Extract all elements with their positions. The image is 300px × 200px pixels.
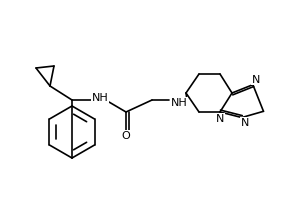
- Text: NH: NH: [92, 93, 108, 103]
- Text: O: O: [122, 131, 130, 141]
- Text: N: N: [216, 114, 224, 124]
- Text: NH: NH: [171, 98, 188, 108]
- Text: N: N: [252, 75, 260, 85]
- Text: N: N: [241, 118, 249, 128]
